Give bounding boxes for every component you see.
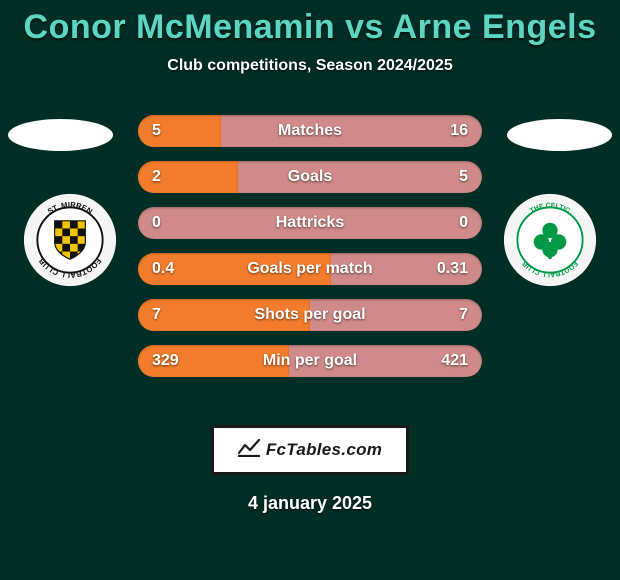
- stat-row: 329Min per goal421: [138, 345, 482, 377]
- club-badge-right: THE CELTIC FOOTBALL CLUB: [502, 192, 598, 288]
- chart-line-icon: [238, 439, 260, 462]
- subtitle: Club competitions, Season 2024/2025: [0, 57, 620, 75]
- stat-label: Min per goal: [138, 352, 482, 370]
- player-silhouette-left: [8, 119, 113, 151]
- club-badge-left: ST. MIRREN FOOTBALL CLUB: [22, 192, 118, 288]
- stats-arena: ST. MIRREN FOOTBALL CLUB THE CELTIC: [0, 97, 620, 397]
- stat-label: Matches: [138, 122, 482, 140]
- stat-value-right: 0: [459, 214, 468, 232]
- stat-bars: 5Matches162Goals50Hattricks00.4Goals per…: [138, 115, 482, 377]
- stat-value-right: 0.31: [437, 260, 468, 278]
- st-mirren-badge-icon: ST. MIRREN FOOTBALL CLUB: [22, 192, 118, 288]
- stat-value-right: 7: [459, 306, 468, 324]
- brand-label: FcTables.com: [266, 440, 382, 460]
- page-title: Conor McMenamin vs Arne Engels: [0, 8, 620, 47]
- stat-row: 0Hattricks0: [138, 207, 482, 239]
- date-label: 4 january 2025: [0, 493, 620, 514]
- brand-box[interactable]: FcTables.com: [211, 425, 409, 475]
- celtic-badge-icon: THE CELTIC FOOTBALL CLUB: [502, 192, 598, 288]
- stat-label: Goals: [138, 168, 482, 186]
- comparison-infographic: Conor McMenamin vs Arne Engels Club comp…: [0, 0, 620, 580]
- stat-row: 5Matches16: [138, 115, 482, 147]
- stat-value-right: 5: [459, 168, 468, 186]
- stat-row: 7Shots per goal7: [138, 299, 482, 331]
- stat-row: 2Goals5: [138, 161, 482, 193]
- stat-row: 0.4Goals per match0.31: [138, 253, 482, 285]
- player-silhouette-right: [507, 119, 612, 151]
- stat-label: Hattricks: [138, 214, 482, 232]
- stat-value-right: 16: [450, 122, 468, 140]
- stat-label: Shots per goal: [138, 306, 482, 324]
- stat-value-right: 421: [441, 352, 468, 370]
- stat-label: Goals per match: [138, 260, 482, 278]
